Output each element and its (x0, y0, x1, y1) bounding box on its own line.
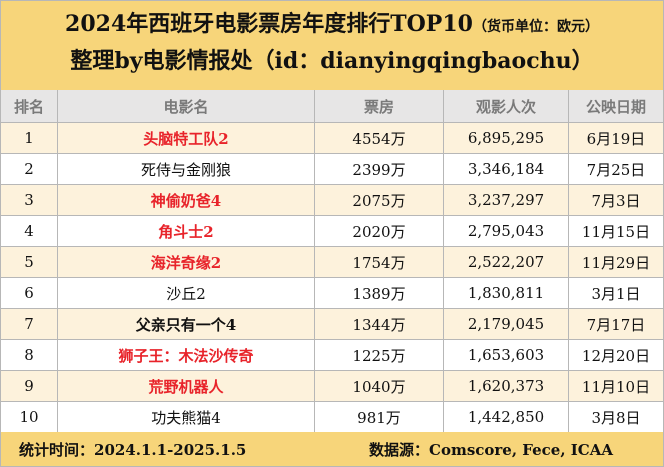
header-rank: 排名 (1, 90, 58, 122)
box-office-cell: 1389万 (315, 278, 444, 308)
box-office-cell: 2399万 (315, 154, 444, 184)
film-name-cell: 头脑特工队2 (58, 123, 315, 153)
release-date-cell: 7月25日 (586, 160, 646, 179)
film-name-cell: 角斗士2 (58, 216, 315, 246)
title-credit: 整理by电影情报处（id：dianyingqingbaochu） (70, 48, 594, 74)
box-office-cell: 1040万 (315, 371, 444, 401)
audience-cell: 1,442,850 (444, 402, 569, 432)
rank-cell: 8 (1, 340, 58, 370)
release-date-cell: 11月10日 (581, 377, 651, 396)
rank-cell: 9 (1, 371, 58, 401)
rank-cell: 6 (1, 278, 58, 308)
audience-cell: 1,620,373 (444, 371, 569, 401)
data-source: 数据源：Comscore, Fece, ICAA (369, 440, 614, 459)
film-name-cell: 父亲只有一个4 (58, 309, 315, 339)
rank-cell: 3 (1, 185, 58, 215)
release-date-cell: 3月8日 (591, 408, 641, 427)
audience-cell: 2,522,207 (444, 247, 569, 277)
rank-cell: 10 (1, 402, 58, 432)
title-line: 2024年西班牙电影票房年度排行TOP10（货币单位：欧元） (1, 9, 663, 42)
table-row: 4 角斗士2 2020万 2,795,043 11月15日 (1, 216, 663, 247)
table-header-row: 排名 电影名 票房 观影人次 公映日期 (1, 90, 663, 123)
page-title: 2024年西班牙电影票房年度排行TOP10 (65, 11, 473, 37)
release-date-cell: 7月3日 (591, 191, 641, 210)
statistics-period: 统计时间：2024.1.1-2025.1.5 (19, 440, 247, 459)
table-row: 1 头脑特工队2 4554万 6,895,295 6月19日 (1, 123, 663, 154)
header-release-date: 公映日期 (585, 97, 646, 116)
release-date-cell: 3月1日 (591, 284, 641, 303)
box-office-cell: 4554万 (315, 123, 444, 153)
audience-cell: 1,653,603 (444, 340, 569, 370)
release-date-cell: 12月20日 (581, 346, 651, 365)
film-name-cell: 狮子王：木法沙传奇 (58, 340, 315, 370)
table-row: 7 父亲只有一个4 1344万 2,179,045 7月17日 (1, 309, 663, 340)
film-name-cell: 沙丘2 (58, 278, 315, 308)
audience-cell: 2,795,043 (444, 216, 569, 246)
film-name-cell: 神偷奶爸4 (58, 185, 315, 215)
film-name-cell: 海洋奇缘2 (58, 247, 315, 277)
rank-cell: 7 (1, 309, 58, 339)
table-row: 2 死侍与金刚狼 2399万 3,346,184 7月25日 (1, 154, 663, 185)
audience-cell: 1,830,811 (444, 278, 569, 308)
film-name-cell: 死侍与金刚狼 (58, 154, 315, 184)
table-row: 5 海洋奇缘2 1754万 2,522,207 11月29日 (1, 247, 663, 278)
table-row: 9 荒野机器人 1040万 1,620,373 11月10日 (1, 371, 663, 402)
box-office-cell: 981万 (315, 402, 444, 432)
rank-cell: 4 (1, 216, 58, 246)
audience-cell: 3,237,297 (444, 185, 569, 215)
box-office-cell: 2020万 (315, 216, 444, 246)
ranking-table: 排名 电影名 票房 观影人次 公映日期 1 头脑特工队2 4554万 6,895… (1, 90, 663, 433)
rank-cell: 5 (1, 247, 58, 277)
release-date-cell: 11月15日 (581, 222, 651, 241)
footer-bar: 统计时间：2024.1.1-2025.1.5 数据源：Comscore, Fec… (1, 432, 663, 466)
film-name-cell: 功夫熊猫4 (58, 402, 315, 432)
title-block: 2024年西班牙电影票房年度排行TOP10（货币单位：欧元） 整理by电影情报处… (1, 1, 663, 91)
audience-cell: 3,346,184 (444, 154, 569, 184)
release-date-cell: 7月17日 (586, 315, 646, 334)
table-row: 8 狮子王：木法沙传奇 1225万 1,653,603 12月20日 (1, 340, 663, 371)
box-office-cell: 1225万 (315, 340, 444, 370)
release-date-cell: 6月19日 (586, 129, 646, 148)
audience-cell: 6,895,295 (444, 123, 569, 153)
release-date-cell: 11月29日 (581, 253, 651, 272)
rank-cell: 1 (1, 123, 58, 153)
box-office-cell: 2075万 (315, 185, 444, 215)
header-film-name: 电影名 (58, 90, 315, 122)
film-name-cell: 荒野机器人 (58, 371, 315, 401)
header-box-office: 票房 (315, 90, 444, 122)
table-row: 10 功夫熊猫4 981万 1,442,850 3月8日 (1, 402, 663, 433)
currency-unit-note: （货币单位：欧元） (472, 19, 599, 35)
table-row: 3 神偷奶爸4 2075万 3,237,297 7月3日 (1, 185, 663, 216)
box-office-cell: 1754万 (315, 247, 444, 277)
rank-cell: 2 (1, 154, 58, 184)
box-office-cell: 1344万 (315, 309, 444, 339)
audience-cell: 2,179,045 (444, 309, 569, 339)
header-audience: 观影人次 (444, 90, 569, 122)
table-row: 6 沙丘2 1389万 1,830,811 3月1日 (1, 278, 663, 309)
